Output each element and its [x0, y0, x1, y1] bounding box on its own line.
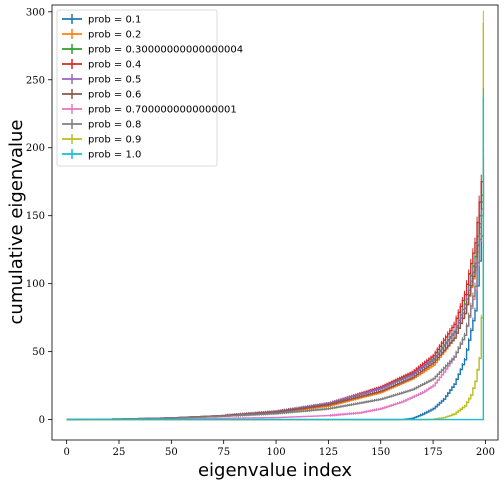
legend-entry: prob = 0.30000000000000004 — [62, 44, 243, 56]
y-tick-label: 200 — [26, 143, 45, 154]
y-tick-label: 50 — [32, 347, 45, 358]
series-line — [66, 87, 485, 421]
legend-label: prob = 0.5 — [88, 75, 141, 86]
y-tick-label: 300 — [26, 7, 45, 18]
legend-label: prob = 0.30000000000000004 — [88, 45, 243, 56]
legend-entry: prob = 0.9 — [62, 134, 141, 146]
legend-label: prob = 0.2 — [88, 30, 141, 41]
y-axis-label: cumulative eigenvalue — [6, 120, 27, 325]
y-tick-label: 0 — [39, 415, 45, 426]
x-tick-label: 150 — [371, 447, 390, 458]
legend-entry: prob = 0.2 — [62, 29, 141, 41]
legend-label: prob = 0.6 — [88, 90, 141, 101]
x-tick-label: 100 — [267, 447, 286, 458]
x-tick-label: 50 — [165, 447, 178, 458]
axis-ticks: 0 25 50 75 100 125 150 175 200 0 50 100 150 200 250 300 — [26, 7, 495, 458]
y-tick-label: 250 — [26, 75, 45, 86]
x-tick-label: 25 — [113, 447, 126, 458]
legend-entry: prob = 0.6 — [62, 89, 141, 101]
legend-label: prob = 0.1 — [88, 15, 141, 26]
data-curves — [66, 10, 485, 421]
legend-entry: prob = 0.5 — [62, 74, 141, 86]
legend-box — [56, 9, 218, 167]
x-tick-label: 200 — [476, 447, 495, 458]
legend-entry: prob = 0.1 — [62, 14, 141, 26]
x-tick-label: 0 — [63, 447, 69, 458]
legend: prob = 0.1 prob = 0.2 prob = 0.30000000000… — [56, 9, 243, 167]
legend-label: prob = 0.8 — [88, 120, 141, 131]
legend-label: prob = 0.7000000000000001 — [88, 105, 237, 116]
legend-label: prob = 0.9 — [88, 135, 141, 146]
x-tick-label: 75 — [217, 447, 230, 458]
y-tick-label: 150 — [26, 211, 45, 222]
legend-entry: prob = 0.4 — [62, 59, 141, 71]
x-axis-label: eigenvalue index — [198, 460, 352, 481]
legend-entry: prob = 1.0 — [62, 149, 141, 161]
x-tick-label: 125 — [319, 447, 338, 458]
y-tick-label: 100 — [26, 279, 45, 290]
x-tick-label: 175 — [424, 447, 443, 458]
legend-label: prob = 0.4 — [88, 60, 141, 71]
legend-entry: prob = 0.8 — [62, 119, 141, 131]
series-path — [66, 97, 485, 421]
legend-label: prob = 1.0 — [88, 150, 141, 161]
legend-entry: prob = 0.7000000000000001 — [62, 104, 237, 116]
